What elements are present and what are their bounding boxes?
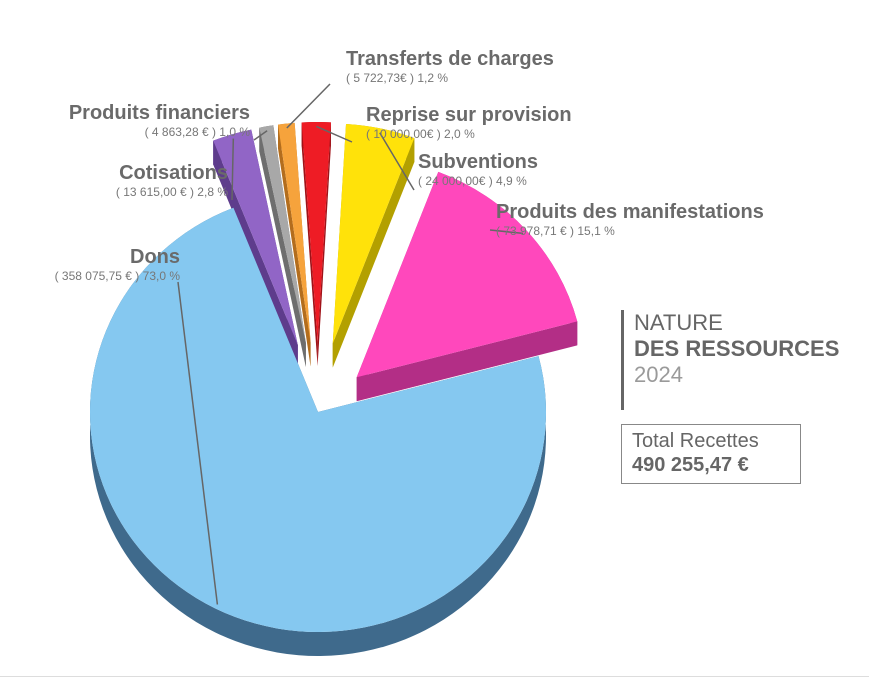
- total-box: Total Recettes 490 255,47 €: [621, 424, 801, 484]
- leader-line-produits-financiers: [253, 130, 268, 141]
- label-transferts-de-charges: Transferts de charges ( 5 722,73€ ) 1,2 …: [346, 48, 554, 85]
- slice-wall-end-produits-des-manifestations: [356, 321, 578, 402]
- leader-lines: [177, 83, 524, 605]
- label-subventions-name: Subventions: [418, 151, 539, 173]
- slice-cotisations: [213, 129, 298, 345]
- slice-wall-end-reprise-sur-provision: [317, 122, 331, 367]
- slice-transferts-de-charges: [278, 122, 311, 343]
- leader-line-transferts-de-charges: [286, 83, 331, 129]
- label-subventions-value: ( 24 000,00€ ) 4,9 %: [418, 174, 527, 188]
- heading-year: 2024: [634, 362, 683, 387]
- slice-wall-start-transferts-de-charges: [278, 124, 311, 367]
- label-dons-name: Dons: [130, 246, 180, 268]
- label-produits-financiers: Produits financiers ( 4 863,28 € ) 1,0 %: [40, 102, 250, 139]
- slice-reprise-sur-provision: [301, 122, 331, 343]
- label-reprise-value: ( 10 000,00€ ) 2,0 %: [366, 127, 475, 141]
- label-manifestations-name: Produits des manifestations: [496, 201, 764, 223]
- label-reprise-sur-provision: Reprise sur provision ( 10 000,00€ ) 2,0…: [366, 104, 572, 141]
- label-cotisations-value: ( 13 615,00 € ) 2,8 %: [115, 185, 228, 199]
- label-dons: Dons ( 358 075,75 € ) 73,0 %: [20, 246, 180, 283]
- label-reprise-name: Reprise sur provision: [366, 104, 572, 126]
- leader-line-dons: [177, 281, 219, 605]
- total-label: Total Recettes: [632, 430, 759, 452]
- leader-line-cotisations: [231, 138, 235, 201]
- slice-wall-start-cotisations: [213, 140, 298, 369]
- label-transferts-name: Transferts de charges: [346, 48, 554, 70]
- heading-line-2: DES RESSOURCES: [634, 336, 840, 361]
- total-value: 490 255,47 €: [632, 454, 749, 476]
- leader-line-produits-des-manifestations: [489, 229, 524, 235]
- slice-dons: [90, 207, 546, 632]
- label-subventions: Subventions ( 24 000,00€ ) 4,9 %: [418, 151, 538, 188]
- slice-wall-start-produits-financiers: [259, 127, 306, 368]
- slice-produits-des-manifestations: [356, 171, 578, 378]
- label-manifestations-value: ( 73 978,71 € ) 15,1 %: [496, 224, 615, 238]
- label-produits-financiers-value: ( 4 863,28 € ) 1,0 %: [144, 125, 250, 139]
- slice-wall-end-subventions: [332, 138, 415, 368]
- leader-line-subventions: [379, 132, 415, 191]
- slice-produits-financiers: [259, 125, 306, 344]
- chart-heading: NATURE DES RESSOURCES 2024: [621, 310, 839, 410]
- slice-subventions: [332, 123, 415, 344]
- pie-tops: [90, 122, 578, 632]
- label-cotisations: Cotisations ( 13 615,00 € ) 2,8 %: [60, 162, 228, 199]
- label-produits-financiers-name: Produits financiers: [68, 102, 250, 124]
- label-dons-value: ( 358 075,75 € ) 73,0 %: [54, 269, 180, 283]
- heading-line-1: NATURE: [634, 310, 723, 335]
- slice-wall-start-reprise-sur-provision: [301, 122, 318, 367]
- label-produits-des-manifestations: Produits des manifestations ( 73 978,71 …: [496, 201, 764, 238]
- leader-line-reprise-sur-provision: [316, 125, 353, 143]
- footer-divider: [0, 676, 869, 677]
- label-cotisations-name: Cotisations: [119, 162, 228, 184]
- label-transferts-value: ( 5 722,73€ ) 1,2 %: [346, 71, 449, 85]
